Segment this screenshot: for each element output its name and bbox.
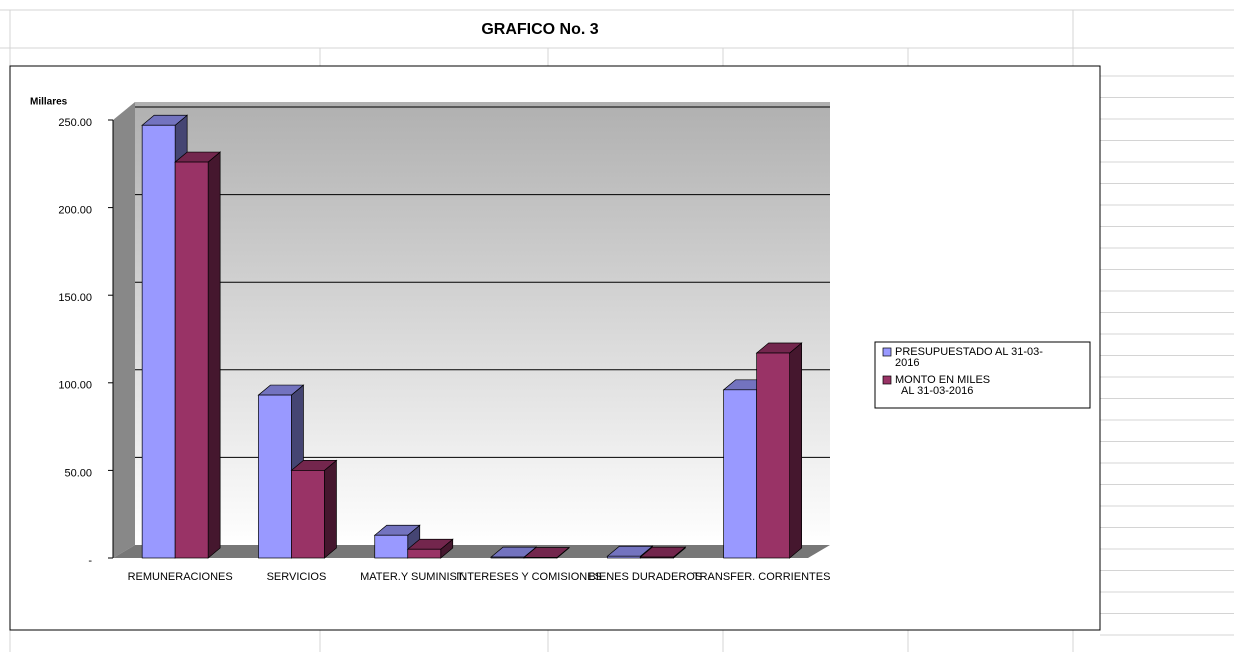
y-tick-label: 100.00 — [58, 380, 92, 392]
back-wall — [135, 102, 830, 545]
bar — [258, 394, 292, 559]
row-lines — [1100, 75, 1234, 636]
legend-label: PRESUPUESTADO AL 31-03-2016 — [895, 346, 1043, 369]
bar — [756, 352, 791, 559]
legend-label: MONTO EN MILES AL 31-03-2016 — [895, 374, 990, 397]
y-axis-label: Millares — [30, 97, 68, 108]
bar-side — [207, 151, 221, 559]
y-tick-label: - — [88, 555, 92, 567]
bar — [374, 534, 409, 559]
x-tick-label: BIENES DURADEROS — [588, 571, 702, 583]
bar — [606, 555, 641, 559]
bar — [523, 557, 558, 559]
side-wall — [113, 102, 135, 558]
legend-swatch — [882, 375, 892, 385]
chart-title: GRAFICO No. 3 — [481, 21, 598, 38]
y-tick-label: 250.00 — [58, 117, 92, 129]
bar — [639, 556, 674, 559]
bar — [291, 470, 325, 559]
legend — [874, 341, 1091, 409]
bar — [141, 124, 176, 559]
x-tick-label: REMUNERACIONES — [128, 571, 233, 583]
x-tick-label: SERVICIOS — [267, 571, 327, 583]
floor — [113, 545, 830, 558]
x-tick-label: INTERESES Y COMISIONES — [456, 571, 602, 583]
bar — [490, 556, 525, 559]
bar — [174, 161, 209, 559]
bar-side — [789, 342, 803, 559]
bar-side — [324, 459, 337, 559]
y-tick-label: 150.00 — [58, 292, 92, 304]
y-tick-label: 50.00 — [64, 467, 92, 479]
bar — [407, 548, 442, 559]
y-tick-label: 200.00 — [58, 205, 92, 217]
x-tick-label: TRANSFER. CORRIENTES — [693, 571, 831, 583]
x-tick-label: MATER.Y SUMINIST. — [360, 571, 465, 583]
legend-swatch — [882, 347, 892, 357]
bar — [723, 389, 758, 559]
